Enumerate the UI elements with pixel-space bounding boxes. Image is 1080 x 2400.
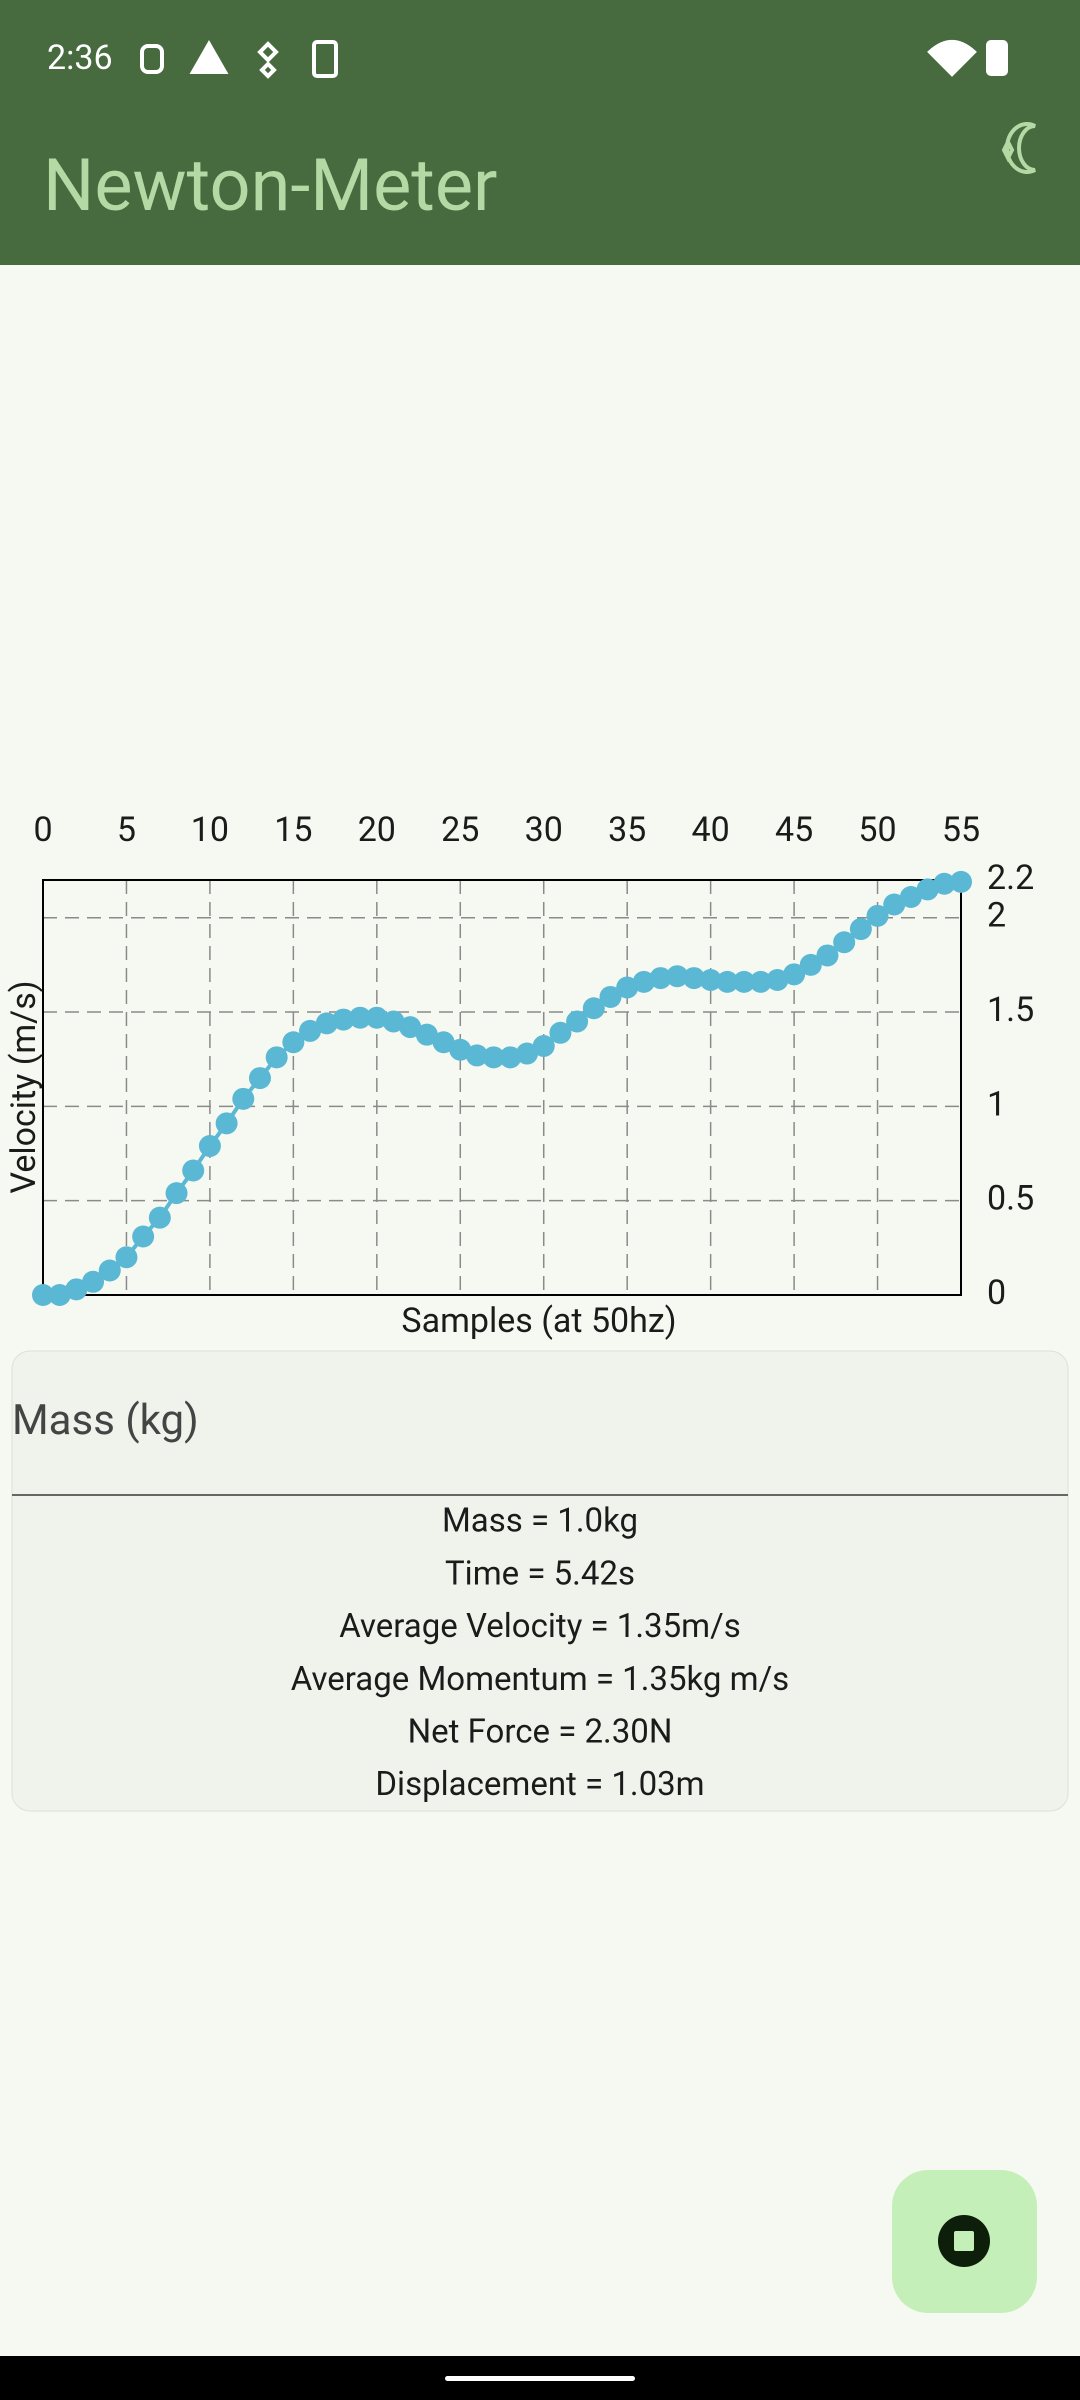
status-time: 2:36 (47, 38, 113, 78)
app-title: Newton-Meter (43, 143, 497, 228)
result-line: Net Force = 2.30N (408, 1713, 673, 1752)
data-point (399, 1016, 422, 1039)
x-tick-label: 40 (692, 810, 730, 850)
data-point (616, 976, 639, 999)
data-point (516, 1042, 539, 1065)
result-line: Displacement = 1.03m (375, 1765, 704, 1804)
data-point (899, 885, 922, 908)
y-tick-label: 0 (987, 1273, 1006, 1313)
data-point (933, 872, 956, 895)
x-tick-label: 0 (33, 810, 52, 850)
data-point (248, 1067, 271, 1090)
mass-input-label[interactable]: Mass (kg) (12, 1396, 199, 1445)
y-tick-label: 2 (987, 896, 1006, 936)
y-tick-label: 1 (987, 1084, 1006, 1124)
data-point (282, 1031, 305, 1054)
data-point (299, 1019, 322, 1042)
data-point (365, 1006, 388, 1029)
y-tick-label: 0.5 (987, 1179, 1034, 1219)
data-point (549, 1021, 572, 1044)
data-point (115, 1246, 138, 1269)
stop-icon-square (954, 2231, 974, 2251)
x-tick-label: 35 (608, 810, 646, 850)
data-point (682, 967, 705, 990)
x-tick-label: 15 (274, 810, 312, 850)
data-point (215, 1112, 238, 1135)
y-axis-label: Velocity (m/s) (4, 980, 44, 1193)
result-line: Average Momentum = 1.35kg m/s (291, 1660, 789, 1699)
data-point (716, 970, 739, 993)
data-point (532, 1035, 555, 1057)
result-card (11, 1350, 1069, 1812)
x-tick-label: 25 (441, 810, 479, 850)
data-point (916, 878, 939, 901)
data-point (866, 904, 889, 927)
data-point (165, 1182, 188, 1205)
data-point (649, 967, 672, 990)
data-point (833, 931, 856, 954)
result-line: Mass = 1.0kg (442, 1502, 638, 1541)
data-line (43, 879, 962, 1297)
data-point (182, 1159, 205, 1182)
data-point (32, 1284, 54, 1306)
x-tick-label: 20 (358, 810, 396, 850)
y-tick-label: 1.5 (987, 990, 1034, 1030)
data-point (332, 1008, 355, 1031)
result-line: Time = 5.42s (445, 1554, 635, 1593)
data-point (232, 1087, 255, 1110)
data-point (132, 1225, 155, 1248)
data-point (65, 1278, 88, 1301)
data-point (449, 1038, 472, 1061)
data-point (48, 1284, 71, 1306)
data-point (783, 963, 806, 986)
data-point (198, 1134, 221, 1157)
app-bar (0, 0, 1080, 265)
data-point (566, 1010, 589, 1033)
data-point (599, 985, 622, 1008)
x-axis-label: Samples (at 50hz) (401, 1301, 676, 1341)
nav-handle (445, 2376, 635, 2381)
data-point (749, 970, 772, 993)
data-point (766, 968, 789, 991)
chart: 0 5 10 15 20 25 30 35 40 45 50 55 0 0.5 1 1.5 22.2 (32, 810, 1034, 1313)
x-tick-label: 50 (858, 810, 896, 850)
data-point (315, 1012, 338, 1035)
data-point (499, 1046, 522, 1069)
data-point (799, 953, 822, 976)
y-tick-label: 2.2 (987, 858, 1034, 898)
data-point (415, 1023, 438, 1046)
x-tick-label: 10 (191, 810, 229, 850)
data-point (349, 1006, 372, 1029)
x-tick-label: 30 (525, 810, 563, 850)
status-icons (140, 39, 1008, 79)
data-point (482, 1046, 505, 1069)
data-point (632, 970, 655, 993)
x-tick-label: 55 (942, 810, 980, 850)
x-tick-label: 45 (775, 810, 813, 850)
data-point (816, 944, 839, 967)
data-point (883, 893, 906, 916)
data-point (98, 1259, 121, 1282)
data-point (265, 1046, 288, 1069)
data-point (849, 918, 872, 941)
data-point (148, 1206, 171, 1229)
x-tick-label: 5 (117, 810, 136, 850)
plot-frame (42, 879, 962, 1296)
data-point (699, 968, 722, 991)
data-point (465, 1044, 488, 1067)
data-point (582, 997, 605, 1020)
results: Mass = 1.0kg Time = 5.42s Average Velocity… (291, 1502, 789, 1805)
result-line: Average Velocity = 1.35m/s (339, 1607, 740, 1646)
theme-toggle[interactable] (1001, 122, 1036, 174)
data-point (733, 970, 756, 993)
data-point (432, 1031, 455, 1054)
data-point (950, 870, 972, 893)
data-point (666, 965, 689, 988)
data-point (82, 1270, 105, 1293)
data-point (382, 1010, 405, 1033)
